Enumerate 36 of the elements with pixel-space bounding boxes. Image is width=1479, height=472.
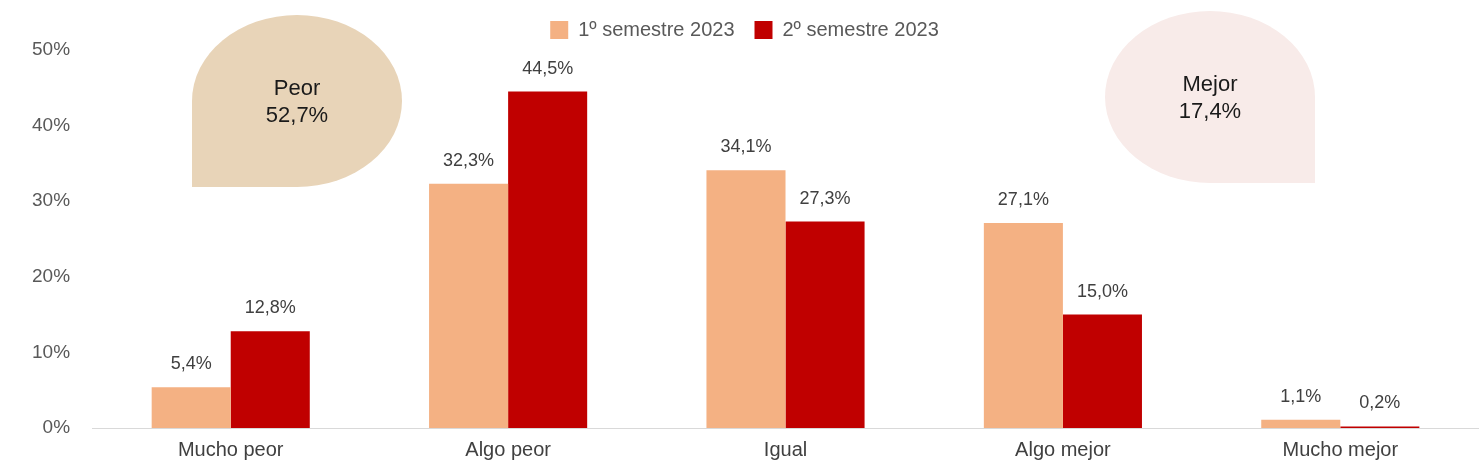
x-tick-label: Igual <box>763 437 808 460</box>
y-tick-label: 50% <box>32 38 71 60</box>
data-label: 27,1% <box>997 189 1049 210</box>
speech-bubble: Peor 52,7% <box>192 15 402 187</box>
data-label: 34,1% <box>720 136 772 157</box>
y-tick-label: 0% <box>42 416 71 438</box>
annotation: Mejor 17,4% <box>1178 69 1242 125</box>
bar <box>508 91 588 428</box>
bar <box>151 387 231 428</box>
data-label: 44,5% <box>522 57 574 78</box>
bar <box>230 331 310 428</box>
bar <box>429 183 509 428</box>
data-label: 5,4% <box>170 353 212 374</box>
y-tick-label: 20% <box>32 265 71 287</box>
data-label: 1,1% <box>1280 385 1322 406</box>
y-tick-label: 30% <box>32 189 71 211</box>
x-tick-label: Mucho peor <box>177 437 284 460</box>
speech-bubble: Mejor 17,4% <box>1105 11 1315 183</box>
data-label: 15,0% <box>1076 280 1128 301</box>
data-label: 12,8% <box>244 297 296 318</box>
legend-label: 2º semestre 2023 <box>782 17 939 40</box>
x-tick-label: Algo mejor <box>1015 437 1112 460</box>
data-label: 0,2% <box>1359 392 1401 413</box>
bar <box>1062 314 1142 428</box>
x-tick-label: Mucho mejor <box>1282 437 1399 460</box>
bar <box>706 170 786 428</box>
legend-label: 1º semestre 2023 <box>578 17 735 40</box>
y-tick-label: 10% <box>32 340 71 362</box>
bar <box>785 221 865 428</box>
x-tick-label: Algo peor <box>465 437 552 460</box>
bar <box>983 223 1063 428</box>
y-tick-label: 40% <box>32 113 71 135</box>
data-label: 32,3% <box>443 149 495 170</box>
bar <box>1261 419 1341 428</box>
annotation: Peor 52,7% <box>265 73 329 129</box>
data-label: 27,3% <box>799 187 851 208</box>
